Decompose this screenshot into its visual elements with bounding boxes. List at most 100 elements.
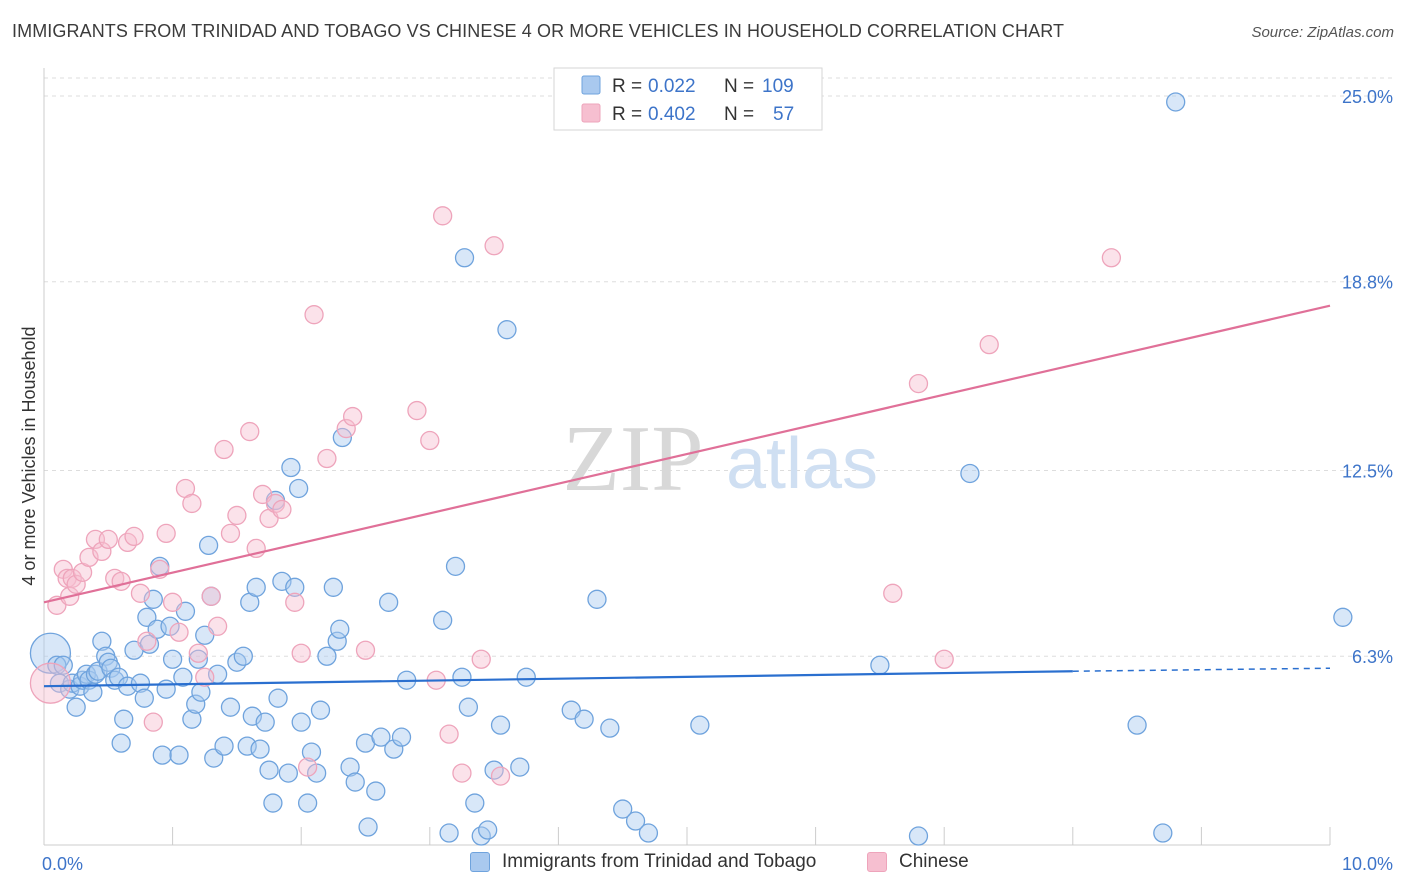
watermark: ZIP atlas [563,407,879,511]
chinese-point-13 [111,571,131,591]
legend-swatch-blue [470,852,490,872]
chinese-point-15 [124,526,144,547]
trinidad-point-94 [478,820,498,840]
stats-r-value-blue: 0.022 [648,76,696,97]
chinese-point-17 [137,631,157,651]
trinidad-point-72 [323,577,344,597]
trinidad-point-91 [458,697,479,717]
trend-layer [43,304,1331,688]
trinidad-point-55 [250,739,270,759]
y-axis-title: 4 or more Vehicles in Household [19,326,39,585]
stats-legend-pink-swatch [581,103,601,123]
chinese-point-39 [291,643,311,663]
trinidad-point-74 [330,619,350,639]
chinese-point-21 [162,592,183,612]
trinidad-point-92 [465,793,485,813]
trinidad-point-21 [114,709,134,729]
stats-n-label-blue: N = [724,76,754,97]
y-tick-label-3: 25.0% [1342,87,1393,107]
stats-n-label-pink: N = [724,104,754,125]
chinese-point-0 [29,662,72,704]
chinese-point-45 [355,640,376,660]
legend-swatch-pink [867,852,887,872]
axis-labels: 6.3% 12.5% 18.8% 25.0% 0.0% 10.0% 4 or more Ve… [19,87,1393,874]
chinese-point-46 [407,400,427,421]
bottom-legend: Immigrants from Trinidad and Tobago Chin… [0,851,1406,879]
trinidad-point-84 [391,727,412,747]
y-tick-label-0: 6.3% [1352,647,1393,667]
trinidad-point-76 [340,757,360,777]
chinese-point-40 [297,757,318,777]
chinese-point-24 [182,493,202,514]
stats-r-label-blue: R = [612,76,642,97]
chinese-point-58 [979,335,999,355]
trinidad-point-66 [291,712,311,732]
chinese-point-32 [240,421,260,442]
trinidad-point-108 [870,655,890,675]
trinidad-point-68 [301,742,322,762]
trinidad-point-105 [625,811,646,831]
chinese-point-42 [317,448,337,469]
trinidad-point-111 [1127,715,1147,735]
trinidad-point-56 [255,712,275,732]
trinidad-point-70 [310,700,331,720]
trinidad-point-73 [327,631,347,651]
trinidad-point-60 [268,688,288,708]
chart-source: Source: ZipAtlas.com [1251,24,1394,41]
legend-item-chinese[interactable]: Chinese [867,851,969,873]
trinidad-point-110 [960,463,980,484]
chinese-point-18 [143,712,163,732]
chinese-point-53 [484,236,504,256]
chinese-point-41 [304,305,324,325]
chinese-point-47 [420,430,440,451]
chinese-point-31 [227,505,247,526]
trinidad-point-83 [384,739,404,759]
trinidad-point-64 [285,577,305,597]
trinidad-point-82 [378,592,399,612]
trinidad-point-77 [345,772,365,792]
trinidad-point-107 [690,715,710,735]
chinese-point-56 [908,373,929,394]
trinidad-point-27 [139,634,160,654]
trinidad-point-38 [182,709,202,729]
trinidad-trend-line [43,670,1073,688]
trinidad-point-63 [281,457,301,478]
chinese-point-59 [1101,248,1122,268]
chinese-point-29 [214,439,234,460]
trinidad-point-87 [439,823,459,843]
stats-n-value-blue: 109 [762,76,794,97]
chinese-point-50 [439,724,459,744]
points-layer [29,92,1353,846]
chinese-trend-line [43,304,1331,604]
trinidad-point-39 [186,694,206,714]
trinidad-point-104 [613,799,633,819]
chinese-point-51 [452,763,472,783]
trinidad-point-97 [497,320,517,340]
x-tick-label-0: 0.0% [42,854,83,874]
chinese-point-49 [433,206,453,226]
trinidad-point-102 [587,589,607,609]
chinese-point-16 [130,583,151,603]
chinese-point-28 [207,616,228,636]
chinese-point-30 [220,523,241,544]
chinese-point-43 [336,418,356,439]
y-tick-label-1: 12.5% [1342,461,1393,481]
trinidad-point-14 [92,631,112,651]
trinidad-point-40 [188,649,208,669]
trinidad-point-50 [233,646,253,666]
chinese-point-26 [195,667,215,687]
legend-item-trinidad[interactable]: Immigrants from Trinidad and Tobago [470,851,816,873]
trinidad-point-101 [574,709,594,729]
chinese-point-6 [66,574,86,594]
trinidad-point-113 [1166,92,1186,112]
trinidad-point-106 [638,823,659,843]
chinese-point-37 [272,499,292,520]
chinese-point-54 [490,766,511,786]
trinidad-point-65 [288,478,309,499]
chinese-point-52 [471,649,491,669]
trinidad-point-62 [278,763,298,783]
trinidad-point-48 [220,697,241,717]
trinidad-point-20 [111,733,131,753]
legend-label-chinese: Chinese [899,851,969,872]
trinidad-point-90 [454,248,475,268]
